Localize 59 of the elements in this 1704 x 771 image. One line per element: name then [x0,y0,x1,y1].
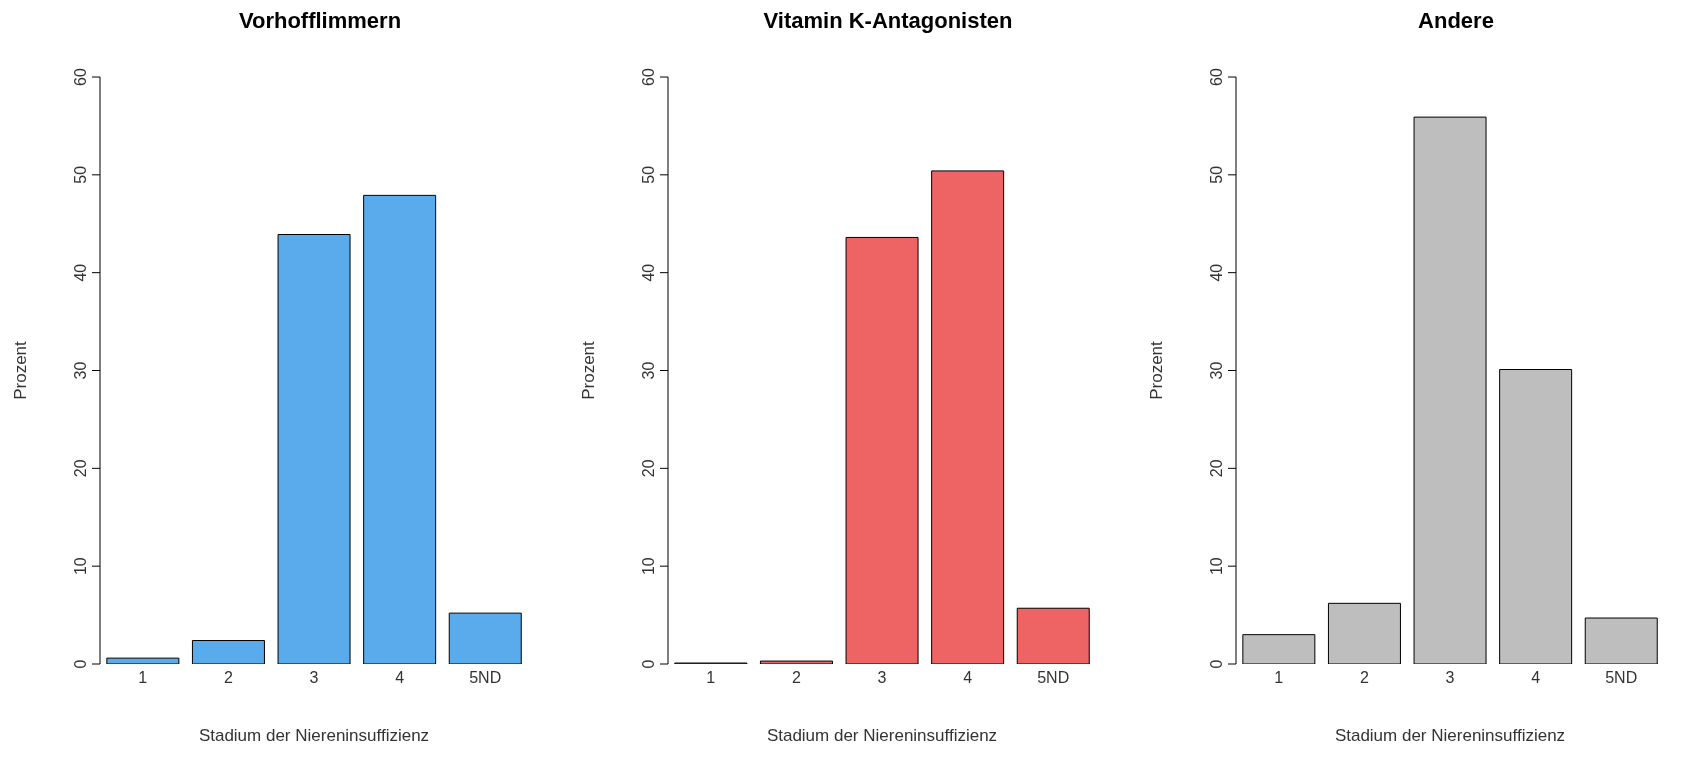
y-tick-label: 10 [72,557,89,576]
x-tick-label: 3 [309,669,319,687]
x-tick-label: 5ND [469,669,502,687]
x-tick-label: 3 [1445,669,1455,687]
x-tick-label: 5ND [1605,669,1638,687]
bar [191,640,265,664]
y-tick-label: 20 [72,459,89,478]
x-tick-label: 4 [1531,669,1541,687]
y-axis-title: Prozent [579,340,599,400]
x-tick-label: 2 [1359,669,1369,687]
bar [1242,634,1316,664]
y-tick-label: 60 [1208,68,1225,86]
y-tick-label: 60 [640,68,657,86]
y-tick-label: 40 [72,263,89,282]
bar [448,612,522,664]
chart-title: Vorhofflimmern [237,8,403,34]
y-axis-title: Prozent [1147,340,1167,400]
y-tick-label: 30 [72,361,89,380]
y-tick-label: 40 [640,263,657,282]
y-tick-label: 20 [640,459,657,478]
y-tick-label: 60 [72,68,89,86]
bar [759,660,833,664]
bar [845,236,919,664]
bar [1584,617,1658,664]
y-tick-label: 20 [1208,459,1225,478]
y-tick-label: 0 [72,659,89,669]
x-axis-title: Stadium der Niereninsuffizienz [1334,726,1566,745]
x-tick-label: 2 [791,669,801,687]
y-tick-label: 50 [1208,165,1225,184]
x-tick-label: 1 [706,669,716,687]
y-tick-label: 10 [1208,557,1225,576]
y-tick-label: 40 [1208,263,1225,282]
x-tick-label: 4 [963,669,973,687]
bar [1327,602,1401,664]
x-tick-label: 2 [223,669,233,687]
x-tick-label: 1 [1274,669,1284,687]
bar [931,170,1005,664]
y-tick-label: 50 [640,165,657,184]
chart-title: Vitamin K-Antagonisten [762,8,1014,34]
y-tick-label: 0 [640,659,657,669]
x-tick-label: 1 [138,669,148,687]
x-axis-title: Stadium der Niereninsuffizienz [198,726,430,745]
bar [1499,369,1573,664]
chart-title: Andere [1417,8,1495,34]
y-axis-title: Prozent [11,340,31,400]
y-tick-label: 30 [1208,361,1225,380]
y-tick-label: 50 [72,165,89,184]
bar [277,234,351,664]
x-axis-title: Stadium der Niereninsuffizienz [766,726,998,745]
bar [106,657,180,664]
x-tick-label: 4 [395,669,405,687]
bar [1016,607,1090,664]
bar [363,194,437,664]
bar [1413,116,1487,664]
x-tick-label: 3 [877,669,887,687]
y-tick-label: 10 [640,557,657,576]
y-tick-label: 0 [1208,659,1225,669]
x-tick-label: 5ND [1037,669,1070,687]
y-tick-label: 30 [640,361,657,380]
